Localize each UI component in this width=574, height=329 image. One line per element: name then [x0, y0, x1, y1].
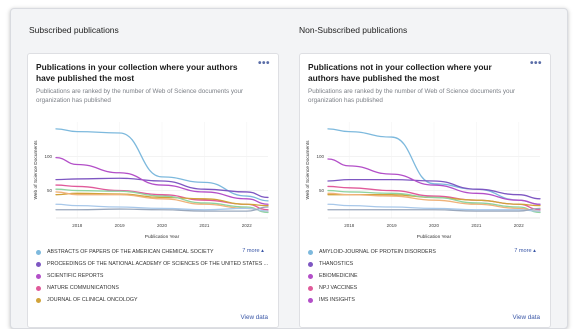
view-data-link[interactable]: View data [240, 314, 268, 321]
series-line[interactable] [55, 177, 269, 199]
y-tick-label: 50 [47, 188, 53, 193]
y-tick-label: 50 [319, 188, 325, 193]
chart-legend: ABSTRACTS OF PAPERS OF THE AMERICAN CHEM… [36, 246, 272, 306]
x-tick-label: 2021 [471, 223, 482, 228]
legend-item[interactable]: NATURE COMMUNICATIONS [36, 282, 272, 294]
line-chart: 50 100 2018 2019 2020 2021 2022 Publication Yea… [305, 122, 541, 240]
non-subscribed-section-title: Non-Subscribed publications [299, 25, 408, 35]
legend-label: ABSTRACTS OF PAPERS OF THE AMERICAN CHEM… [47, 249, 214, 255]
x-tick-label: 2018 [72, 223, 83, 228]
legend-item[interactable]: JOURNAL OF CLINICAL ONCOLOGY [36, 294, 272, 306]
series-line[interactable] [55, 203, 269, 212]
subscribed-section-title: Subscribed publications [29, 25, 119, 35]
more-options-icon[interactable]: ••• [529, 58, 542, 69]
series-line[interactable] [55, 206, 269, 212]
y-axis-label: Web of Science Documents [305, 140, 311, 200]
legend-item[interactable]: THANOSTICS [308, 258, 544, 270]
legend-item[interactable]: PROCEEDINGS OF THE NATIONAL ACADEMY OF S… [36, 258, 272, 270]
legend-label: SCIENTIFIC REPORTS [47, 273, 104, 279]
subscribed-card: Publications in your collection where yo… [27, 53, 279, 328]
x-tick-label: 2021 [199, 223, 210, 228]
y-tick-label: 100 [316, 154, 324, 159]
x-tick-label: 2019 [387, 223, 398, 228]
legend-label: AMYLOID-JOURNAL OF PROTEIN DISORDERS [319, 249, 436, 255]
series-line[interactable] [55, 128, 269, 202]
legend-swatch-icon [36, 285, 41, 291]
legend-label: PROCEEDINGS OF THE NATIONAL ACADEMY OF S… [47, 261, 269, 267]
show-more-link[interactable]: 7 more ▴ [514, 248, 536, 254]
series-line[interactable] [327, 203, 541, 212]
line-chart: 50 100 2018 2019 2020 2021 2022 Publication Yea… [33, 122, 269, 240]
legend-label: EBIOMEDICINE [319, 273, 358, 279]
x-tick-label: 2018 [344, 223, 355, 228]
legend-label: THANOSTICS [319, 261, 354, 267]
x-tick-label: 2022 [242, 223, 253, 228]
legend-item[interactable]: EBIOMEDICINE [308, 270, 544, 282]
series-line[interactable] [327, 158, 541, 205]
y-tick-label: 100 [44, 154, 52, 159]
x-tick-label: 2020 [429, 223, 440, 228]
non-subscribed-card: Publications not in your collection wher… [299, 53, 551, 328]
publications-panel: Subscribed publications Non-Subscribed p… [10, 8, 568, 329]
series-line[interactable] [327, 207, 541, 212]
x-axis-label: Publication Year [417, 234, 452, 240]
series-line[interactable] [55, 188, 269, 214]
show-more-link[interactable]: 7 more ▴ [242, 248, 264, 254]
series-line[interactable] [55, 192, 269, 207]
series-line[interactable] [327, 178, 541, 200]
legend-swatch-icon [308, 273, 313, 279]
x-tick-label: 2019 [115, 223, 126, 228]
legend-swatch-icon [308, 297, 313, 303]
series-line[interactable] [327, 189, 541, 214]
legend-item[interactable]: NPJ VACCINES [308, 282, 544, 294]
card-subtitle: Publications are ranked by the number of… [308, 88, 516, 104]
legend-label: NATURE COMMUNICATIONS [47, 285, 119, 291]
legend-swatch-icon [36, 261, 41, 267]
chart-legend: AMYLOID-JOURNAL OF PROTEIN DISORDERS THA… [308, 246, 544, 306]
legend-swatch-icon [36, 273, 41, 279]
legend-label: IMS INSIGHTS [319, 297, 355, 303]
legend-swatch-icon [308, 261, 313, 267]
x-tick-label: 2020 [157, 223, 168, 228]
view-data-link[interactable]: View data [512, 314, 540, 321]
legend-item[interactable]: SCIENTIFIC REPORTS [36, 270, 272, 282]
legend-swatch-icon [308, 285, 313, 291]
series-line[interactable] [327, 192, 541, 212]
more-options-icon[interactable]: ••• [257, 58, 270, 69]
legend-swatch-icon [36, 249, 41, 255]
legend-swatch-icon [308, 249, 313, 255]
legend-label: JOURNAL OF CLINICAL ONCOLOGY [47, 297, 138, 303]
legend-label: NPJ VACCINES [319, 285, 358, 291]
y-axis-label: Web of Science Documents [33, 140, 39, 200]
card-subtitle: Publications are ranked by the number of… [36, 88, 244, 104]
card-title: Publications in your collection where yo… [36, 62, 238, 83]
legend-item[interactable]: ABSTRACTS OF PAPERS OF THE AMERICAN CHEM… [36, 246, 272, 258]
legend-item[interactable]: AMYLOID-JOURNAL OF PROTEIN DISORDERS [308, 246, 544, 258]
legend-item[interactable]: IMS INSIGHTS [308, 294, 544, 306]
x-tick-label: 2022 [514, 223, 525, 228]
legend-swatch-icon [36, 297, 41, 303]
card-title: Publications not in your collection wher… [308, 62, 492, 83]
series-line[interactable] [55, 157, 269, 205]
x-axis-label: Publication Year [145, 234, 180, 240]
